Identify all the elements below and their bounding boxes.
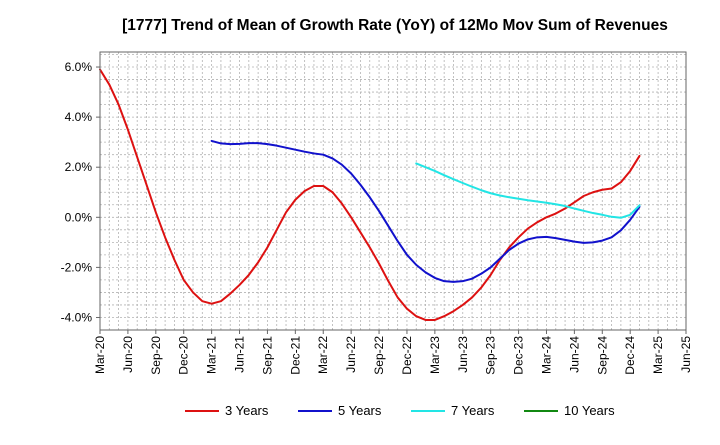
legend-label: 10 Years <box>564 403 615 418</box>
y-tick-label: -4.0% <box>61 310 93 324</box>
x-tick-label: Mar-24 <box>539 336 553 374</box>
x-tick-label: Sep-24 <box>595 336 609 375</box>
x-tick-label: Dec-20 <box>177 336 191 375</box>
legend-label: 3 Years <box>225 403 269 418</box>
x-tick-label: Mar-21 <box>205 336 219 374</box>
legend: 3 Years 5 Years 7 Years 10 Years <box>185 403 615 418</box>
legend-label: 5 Years <box>338 403 382 418</box>
series-line-7-years <box>415 162 641 219</box>
grid <box>100 52 686 331</box>
x-tick-label: Dec-22 <box>400 336 414 375</box>
x-tick-label: Sep-22 <box>372 336 386 375</box>
x-tick-label: Sep-20 <box>149 336 163 375</box>
x-tick-label: Jun-22 <box>344 336 358 373</box>
x-tick-label: Mar-22 <box>316 336 330 374</box>
series-line-5-years <box>210 139 641 283</box>
x-tick-label: Mar-25 <box>651 336 665 374</box>
y-tick-label: 2.0% <box>65 160 93 174</box>
axes: -4.0% -2.0% 0.0% 2.0% 4.0% 6.0% Mar-20 Jun-20 Se… <box>61 60 693 375</box>
x-tick-label: Jun-20 <box>121 336 135 373</box>
x-tick-label: Mar-20 <box>93 336 107 374</box>
y-tick-label: 0.0% <box>65 210 93 224</box>
y-tick-label: 4.0% <box>65 110 93 124</box>
y-tick-label: -2.0% <box>61 260 93 274</box>
series-lines <box>99 68 641 321</box>
x-tick-label: Dec-21 <box>288 336 302 375</box>
x-tick-label: Dec-23 <box>512 336 526 375</box>
x-tick-label: Jun-21 <box>233 336 247 373</box>
x-tick-label: Dec-24 <box>623 336 637 375</box>
x-tick-label: Jun-23 <box>456 336 470 373</box>
x-tick-label: Jun-25 <box>679 336 693 373</box>
chart-title: [1777] Trend of Mean of Growth Rate (YoY… <box>122 17 668 34</box>
x-tick-label: Sep-21 <box>260 336 274 375</box>
x-tick-label: Jun-24 <box>567 336 581 373</box>
x-tick-label: Mar-23 <box>428 336 442 374</box>
legend-label: 7 Years <box>451 403 495 418</box>
series-line-3-years <box>99 68 641 321</box>
x-tick-label: Sep-23 <box>484 336 498 375</box>
y-tick-label: 6.0% <box>65 60 93 74</box>
plot-area-frame <box>99 51 687 331</box>
